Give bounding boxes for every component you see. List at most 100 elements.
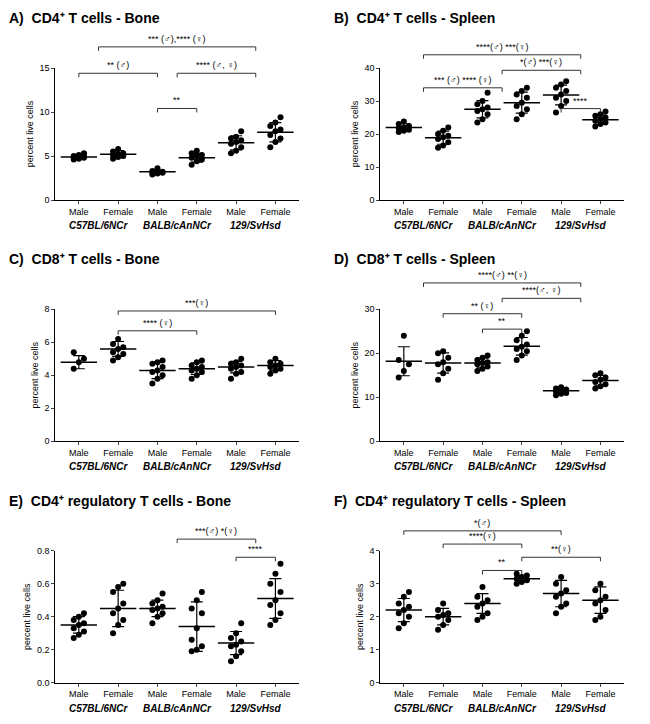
svg-text:****(♀): ****(♀)	[469, 531, 496, 541]
svg-text:**(♀): **(♀)	[551, 544, 571, 554]
svg-text:5: 5	[44, 151, 49, 161]
svg-text:10: 10	[39, 107, 49, 117]
svg-text:Male: Male	[148, 207, 168, 217]
svg-text:Male: Male	[551, 448, 571, 458]
svg-text:0.0: 0.0	[37, 678, 50, 688]
svg-text:*(♂): *(♂)	[474, 518, 490, 528]
svg-text:Male: Male	[551, 207, 571, 217]
svg-text:4: 4	[44, 370, 49, 380]
svg-text:2: 2	[44, 403, 49, 413]
svg-text:20: 20	[364, 348, 374, 358]
svg-text:****(♂) ***(♀): ****(♂) ***(♀)	[476, 42, 529, 52]
svg-text:*(♂) ***(♀): *(♂) ***(♀)	[520, 57, 562, 67]
svg-text:percent live cells: percent live cells	[22, 583, 32, 650]
svg-text:10: 10	[364, 392, 374, 402]
svg-text:0: 0	[44, 436, 49, 446]
svg-text:**** (♂, ♀): **** (♂, ♀)	[196, 60, 237, 70]
svg-text:129/SvHsd: 129/SvHsd	[230, 220, 281, 231]
svg-text:10: 10	[364, 162, 374, 172]
svg-text:Female: Female	[585, 207, 615, 217]
svg-text:Female: Female	[182, 207, 212, 217]
svg-text:Male: Male	[394, 689, 414, 699]
svg-text:Female: Female	[182, 448, 212, 458]
svg-text:BALB/cAnNCr: BALB/cAnNCr	[143, 461, 212, 472]
svg-text:**: **	[498, 557, 506, 567]
svg-text:C57BL/6NCr: C57BL/6NCr	[394, 220, 453, 231]
svg-text:Female: Female	[260, 448, 290, 458]
svg-text:BALB/cAnNCr: BALB/cAnNCr	[468, 220, 537, 231]
svg-text:0: 0	[44, 195, 49, 205]
svg-text:D) CD8⁺ T cells - Spleen: D) CD8⁺ T cells - Spleen	[334, 251, 495, 267]
svg-text:*** (♂),**** (♀): *** (♂),**** (♀)	[148, 34, 206, 44]
svg-text:Female: Female	[103, 207, 133, 217]
svg-text:6: 6	[44, 337, 49, 347]
svg-text:Male: Male	[473, 689, 493, 699]
svg-text:8: 8	[44, 304, 49, 314]
svg-text:Female: Female	[182, 689, 212, 699]
svg-text:percent live cells: percent live cells	[30, 342, 40, 409]
svg-text:40: 40	[364, 63, 374, 73]
svg-text:0: 0	[369, 436, 374, 446]
svg-text:2: 2	[369, 612, 374, 622]
svg-text:Female: Female	[428, 448, 458, 458]
svg-text:Male: Male	[69, 448, 89, 458]
svg-text:0.8: 0.8	[37, 546, 50, 556]
svg-text:4: 4	[369, 546, 374, 556]
svg-text:Male: Male	[226, 448, 246, 458]
svg-text:Male: Male	[473, 448, 493, 458]
svg-text:129/SvHsd: 129/SvHsd	[555, 461, 606, 472]
svg-text:Male: Male	[226, 207, 246, 217]
svg-text:Female: Female	[507, 207, 537, 217]
svg-text:30: 30	[364, 304, 374, 314]
svg-text:*** (♂) **** (♀): *** (♂) **** (♀)	[434, 75, 492, 85]
svg-text:129/SvHsd: 129/SvHsd	[230, 461, 281, 472]
svg-text:***(♂) *(♀): ***(♂) *(♀)	[195, 526, 237, 536]
svg-text:0: 0	[369, 195, 374, 205]
svg-text:Male: Male	[551, 689, 571, 699]
svg-text:BALB/cAnNCr: BALB/cAnNCr	[143, 703, 212, 714]
svg-text:Male: Male	[226, 689, 246, 699]
svg-text:129/SvHsd: 129/SvHsd	[230, 703, 281, 714]
svg-text:Female: Female	[260, 207, 290, 217]
svg-text:Female: Female	[428, 689, 458, 699]
svg-text:percent live cells: percent live cells	[25, 100, 35, 167]
svg-text:****: ****	[573, 96, 588, 106]
svg-text:129/SvHsd: 129/SvHsd	[555, 703, 606, 714]
svg-text:B) CD4⁺ T cells - Spleen: B) CD4⁺ T cells - Spleen	[334, 10, 495, 26]
svg-text:0.2: 0.2	[37, 645, 50, 655]
svg-text:percent live cells: percent live cells	[355, 583, 365, 650]
svg-text:C57BL/6NCr: C57BL/6NCr	[69, 461, 128, 472]
svg-text:****: ****	[248, 544, 263, 554]
svg-text:0: 0	[369, 678, 374, 688]
svg-text:percent live cells: percent live cells	[350, 342, 360, 409]
svg-text:** (♀): ** (♀)	[471, 301, 493, 311]
svg-text:Female: Female	[507, 689, 537, 699]
svg-text:A) CD4⁺ T cells - Bone: A) CD4⁺ T cells - Bone	[9, 10, 160, 26]
svg-text:Male: Male	[148, 689, 168, 699]
svg-text:Male: Male	[394, 448, 414, 458]
svg-text:**** (♀): **** (♀)	[143, 318, 172, 328]
svg-text:BALB/cAnNCr: BALB/cAnNCr	[468, 703, 537, 714]
svg-text:**: **	[173, 95, 181, 105]
svg-text:Female: Female	[260, 689, 290, 699]
svg-text:**: **	[498, 316, 506, 326]
svg-text:Female: Female	[103, 448, 133, 458]
svg-text:BALB/cAnNCr: BALB/cAnNCr	[143, 220, 212, 231]
svg-text:***(♀): ***(♀)	[185, 298, 208, 308]
svg-text:C57BL/6NCr: C57BL/6NCr	[69, 220, 128, 231]
svg-text:E) CD4⁺ regulatory T cells -: E) CD4⁺ regulatory T cells - Bone	[9, 493, 231, 509]
svg-text:20: 20	[364, 129, 374, 139]
svg-text:Female: Female	[103, 689, 133, 699]
svg-text:0.4: 0.4	[37, 612, 50, 622]
svg-text:Female: Female	[428, 207, 458, 217]
svg-text:** (♂): ** (♂)	[107, 60, 129, 70]
svg-text:1: 1	[369, 645, 374, 655]
svg-text:129/SvHsd: 129/SvHsd	[555, 220, 606, 231]
svg-text:percent live cells: percent live cells	[350, 100, 360, 167]
svg-text:Male: Male	[473, 207, 493, 217]
svg-text:C57BL/6NCr: C57BL/6NCr	[394, 461, 453, 472]
svg-text:C) CD8⁺ T cells - Bone: C) CD8⁺ T cells - Bone	[9, 251, 160, 267]
svg-text:****(♂, ♀): ****(♂, ♀)	[522, 285, 561, 295]
svg-text:3: 3	[369, 579, 374, 589]
svg-text:30: 30	[364, 96, 374, 106]
